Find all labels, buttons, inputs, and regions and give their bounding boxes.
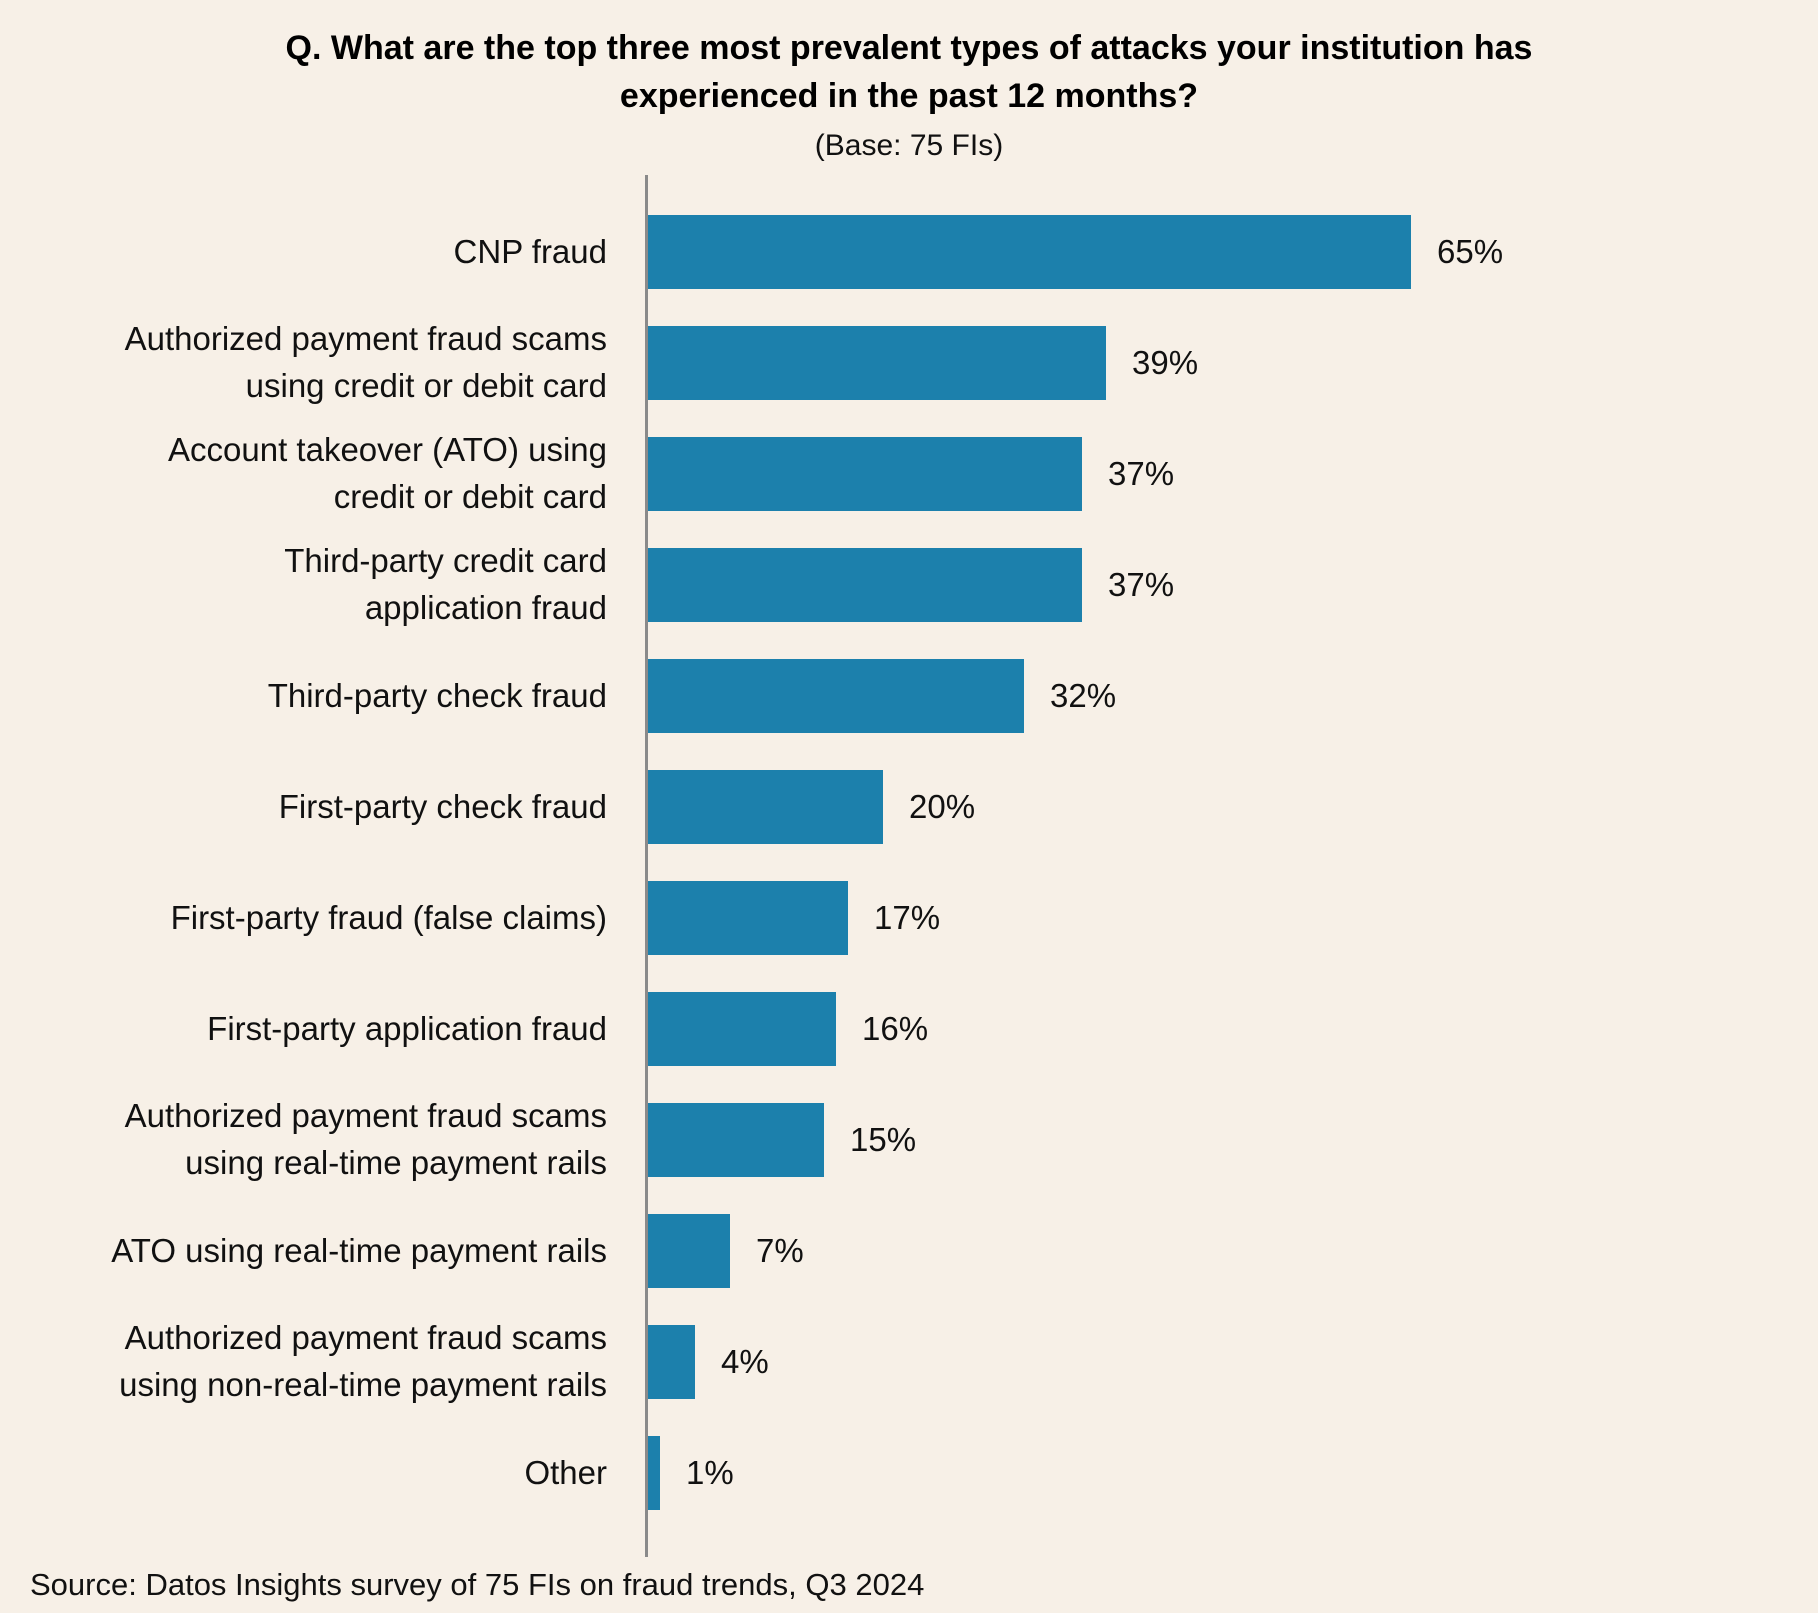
value-label: 65%	[1437, 233, 1504, 271]
bar-area: 39%	[648, 326, 1818, 401]
bar-row: Third-party check fraud 32%	[0, 641, 1818, 752]
bar	[648, 1214, 730, 1289]
bar-area: 37%	[648, 548, 1818, 623]
y-axis-line	[645, 174, 648, 1557]
category-label: Other	[524, 1453, 607, 1491]
chart-subtitle: (Base: 75 FIs)	[814, 128, 1004, 162]
category-label: Account takeover (ATO) using credit or d…	[168, 431, 607, 516]
bar	[648, 659, 1024, 734]
bar	[648, 992, 836, 1067]
value-label: 20%	[909, 788, 976, 826]
bar-row: Authorized payment fraud scams using non…	[0, 1307, 1818, 1418]
bar-row: Account takeover (ATO) using credit or d…	[0, 419, 1818, 530]
bar	[648, 1436, 660, 1511]
bar	[648, 770, 883, 845]
value-label: 7%	[756, 1232, 804, 1270]
bar-area: 17%	[648, 881, 1818, 956]
bar-row: Other 1%	[0, 1418, 1818, 1529]
value-label: 37%	[1108, 455, 1175, 493]
bar-area: 4%	[648, 1325, 1818, 1400]
chart-title: Q. What are the top three most prevalent…	[285, 29, 1533, 116]
bar-row: Third-party credit card application frau…	[0, 530, 1818, 641]
bar-area: 15%	[648, 1103, 1818, 1178]
category-label: ATO using real-time payment rails	[111, 1231, 607, 1269]
bar-row: First-party check fraud 20%	[0, 752, 1818, 863]
category-label: Third-party check fraud	[267, 676, 607, 714]
category-label: First-party application fraud	[207, 1009, 607, 1047]
category-label: Authorized payment fraud scams using non…	[119, 1319, 607, 1404]
bar-area: 1%	[648, 1436, 1818, 1511]
value-label: 4%	[721, 1343, 769, 1381]
category-label: Third-party credit card application frau…	[284, 542, 607, 627]
chart-header: Q. What are the top three most prevalent…	[0, 0, 1818, 163]
value-label: 32%	[1050, 677, 1117, 715]
bar-area: 20%	[648, 770, 1818, 845]
value-label: 15%	[850, 1121, 917, 1159]
category-label: First-party fraud (false claims)	[170, 898, 607, 936]
source-line: Source: Datos Insights survey of 75 FIs …	[30, 1566, 925, 1602]
bar-row: Authorized payment fraud scams using cre…	[0, 308, 1818, 419]
bar-row: First-party application fraud 16%	[0, 974, 1818, 1085]
bar-area: 37%	[648, 437, 1818, 512]
bar-area: 16%	[648, 992, 1818, 1067]
category-label: Authorized payment fraud scams using rea…	[124, 1097, 607, 1182]
bar-area: 65%	[648, 215, 1818, 290]
bar	[648, 548, 1082, 623]
bar	[648, 1325, 695, 1400]
bar-chart: CNP fraud 65% Authorized payment fraud s…	[0, 174, 1818, 1557]
value-label: 39%	[1132, 344, 1199, 382]
value-label: 37%	[1108, 566, 1175, 604]
value-label: 17%	[874, 899, 941, 937]
bar-rows: CNP fraud 65% Authorized payment fraud s…	[0, 175, 1818, 1554]
bar	[648, 437, 1082, 512]
bar-row: CNP fraud 65%	[0, 197, 1818, 308]
bar-row: ATO using real-time payment rails 7%	[0, 1196, 1818, 1307]
bar-row: First-party fraud (false claims) 17%	[0, 863, 1818, 974]
bar	[648, 326, 1106, 401]
bar-row: Authorized payment fraud scams using rea…	[0, 1085, 1818, 1196]
value-label: 16%	[862, 1010, 929, 1048]
category-label: CNP fraud	[453, 232, 607, 270]
bar-area: 32%	[648, 659, 1818, 734]
bar	[648, 881, 848, 956]
bar	[648, 1103, 824, 1178]
category-label: Authorized payment fraud scams using cre…	[124, 320, 607, 405]
category-label: First-party check fraud	[278, 787, 607, 825]
bar	[648, 215, 1411, 290]
bar-area: 7%	[648, 1214, 1818, 1289]
value-label: 1%	[686, 1454, 734, 1492]
